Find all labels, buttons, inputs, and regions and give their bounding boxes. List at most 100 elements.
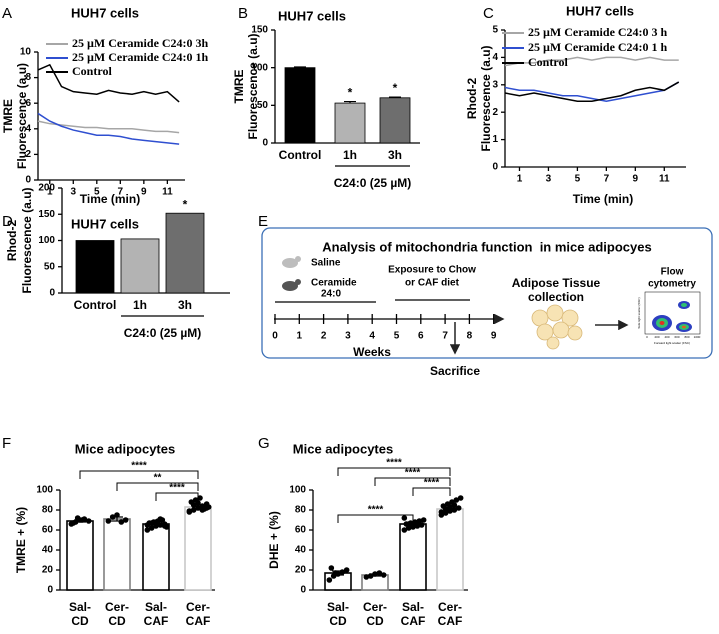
series-line — [37, 63, 180, 103]
error-bar — [369, 573, 381, 577]
panel-letter: E — [258, 213, 268, 230]
series-line — [504, 81, 680, 102]
y-tick-label: 100 — [38, 235, 55, 246]
bar — [436, 508, 464, 591]
significance-bracket — [412, 487, 451, 496]
data-point — [203, 505, 210, 511]
x-tick-label: 1 — [517, 174, 523, 185]
chart-title: HUH7 cells — [71, 216, 139, 231]
data-point — [85, 518, 92, 524]
legend-label: 25 µM Ceramide C24:0 1 h — [528, 40, 668, 54]
y-axis-label: DHE + (%) — [267, 511, 281, 569]
y-tick-label: 6 — [25, 98, 31, 109]
x-tick-label: 11 — [162, 187, 173, 198]
y-tick-label: 40 — [295, 545, 307, 556]
x-tick-label: 1h — [133, 298, 147, 312]
bar — [379, 97, 411, 144]
x-tick-label: 3 — [546, 174, 552, 185]
diagram-box — [261, 227, 713, 359]
x-tick-label: 3h — [178, 298, 192, 312]
panel-letter: D — [2, 213, 13, 230]
series-line — [37, 120, 180, 134]
timeline-tick-label: 9 — [491, 331, 497, 342]
error-bar — [444, 507, 456, 511]
mouse-icon — [282, 258, 298, 268]
y-axis-label: TMRE — [232, 70, 246, 104]
data-point — [401, 527, 408, 533]
x-tick-label: 7 — [604, 174, 610, 185]
legend-label: 25 µM Ceramide C24:0 3h — [72, 36, 209, 50]
y-axis-label: Fluorescence (a.u) — [246, 33, 260, 139]
y-tick-label: 60 — [42, 525, 54, 536]
x-tick-label: Control — [74, 298, 117, 312]
x-tick-label: 9 — [141, 187, 147, 198]
y-tick-label: 60 — [295, 525, 307, 536]
timeline-tick-label: 0 — [272, 331, 278, 342]
x-tick-label: Sal- CD — [326, 600, 349, 628]
y-tick-label: 150 — [251, 25, 268, 36]
y-tick-label: 2 — [25, 149, 31, 160]
flow-tick-label: 1000 — [694, 335, 701, 339]
error-bar — [332, 570, 344, 576]
legend-label: Control — [528, 55, 568, 69]
error-bar — [294, 66, 306, 68]
x-tick-label: Sal- CAF — [400, 600, 426, 628]
chart-title: Mice adipocytes — [75, 441, 175, 456]
mouse-icon — [295, 256, 301, 262]
significance-bracket — [337, 467, 451, 476]
y-tick-label: 200 — [38, 183, 55, 194]
bar — [184, 506, 212, 591]
y-tick-label: 10 — [20, 47, 32, 58]
legend-label: 25 µM Ceramide C24:0 3 h — [528, 25, 668, 39]
x-tick-label: Cer- CAF — [437, 600, 463, 628]
x-tick-label: 1 — [47, 187, 53, 198]
panel-letter: A — [2, 5, 12, 22]
group-label: Saline — [311, 258, 341, 269]
flow-label: cytometry — [648, 279, 696, 290]
x-tick-label: 11 — [659, 174, 670, 185]
flow-x-label: Forward light scatter (FSC) — [654, 341, 690, 345]
x-tick-label: 3 — [70, 187, 76, 198]
significance-bracket — [155, 492, 199, 501]
chart-title: Mice adipocytes — [293, 441, 393, 456]
data-point — [453, 497, 460, 503]
panel-letter: G — [258, 435, 270, 452]
x-tick-label: Cer- CAF — [185, 600, 211, 628]
data-point — [343, 567, 350, 573]
y-axis-label: Fluorescence (a.u) — [479, 45, 493, 151]
flow-ticks: 0 200 400 600 800 1000 — [646, 335, 700, 339]
flow-tick-label: 400 — [664, 335, 669, 339]
significance-bracket — [116, 482, 199, 491]
data-point — [161, 523, 168, 529]
y-tick-label: 80 — [42, 505, 54, 516]
significance-label: ** — [154, 473, 162, 484]
y-tick-label: 0 — [262, 138, 268, 149]
data-point — [401, 515, 408, 521]
flow-tick-label: 800 — [684, 335, 689, 339]
bar — [75, 240, 115, 294]
y-tick-label: 4 — [492, 52, 498, 63]
timeline-tick-label: 1 — [297, 331, 303, 342]
bar — [142, 523, 170, 591]
annotation: * — [183, 197, 188, 211]
chart-title: HUH7 cells — [278, 8, 346, 23]
data-point — [451, 502, 458, 508]
data-point — [197, 495, 203, 501]
timeline-tick-label: 4 — [369, 331, 375, 342]
y-axis-label: Fluorescence (a.u) — [15, 63, 29, 169]
collection-label: collection — [528, 290, 584, 304]
flow-y-label: Side light scatter (SSC) — [637, 297, 641, 328]
error-bar — [74, 519, 86, 523]
data-point — [438, 509, 445, 515]
y-tick-label: 0 — [49, 288, 55, 299]
adipose-icon — [531, 304, 583, 350]
x-tick-label: 1h — [343, 148, 357, 162]
timeline-label: Weeks — [353, 345, 391, 359]
panel-e: E Analysis of mitochondria function in m… — [258, 213, 713, 378]
data-point — [186, 508, 193, 514]
series-line — [504, 81, 680, 103]
annotation: * — [393, 81, 398, 95]
period-label: or CAF diet — [405, 278, 460, 289]
mouse-icon — [282, 281, 298, 291]
